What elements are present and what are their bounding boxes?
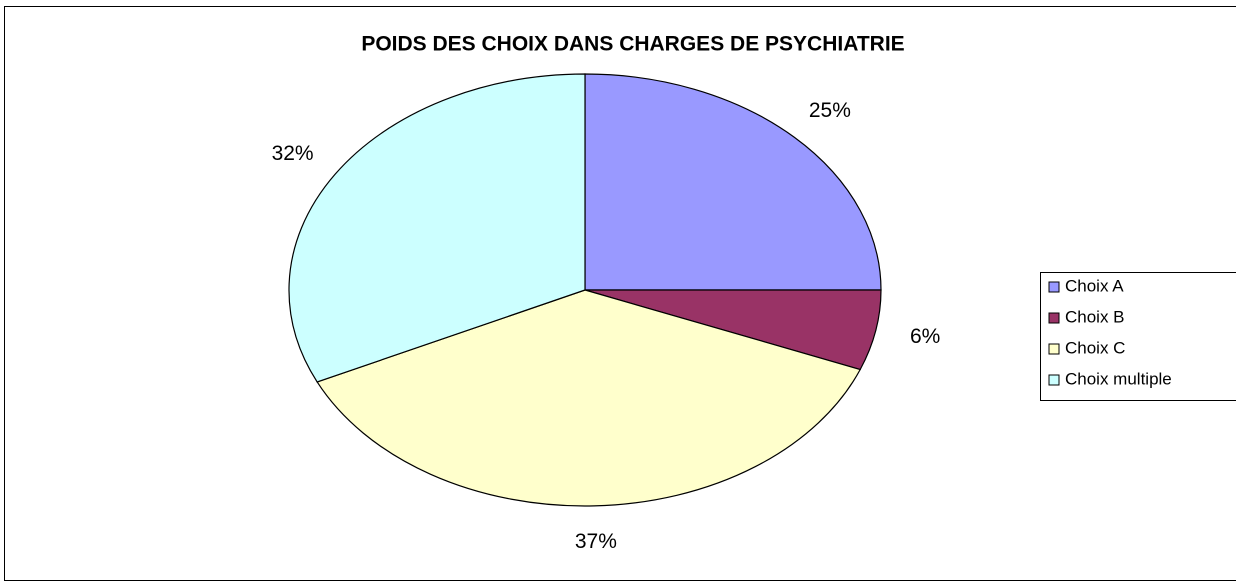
legend-swatch	[1048, 374, 1060, 386]
legend-box	[1040, 272, 1236, 401]
legend-swatch	[1048, 281, 1060, 293]
legend-swatch	[1048, 312, 1060, 324]
legend-label: Choix B	[1065, 307, 1125, 326]
legend-label: Choix A	[1065, 276, 1124, 295]
pie-slice	[584, 73, 882, 291]
data-label: 37%	[575, 530, 617, 553]
chart-title: POIDS DES CHOIX DANS CHARGES DE PSYCHIAT…	[361, 33, 904, 56]
legend-swatch	[1048, 343, 1060, 355]
data-label: 32%	[272, 142, 314, 165]
legend-label: Choix C	[1065, 338, 1125, 357]
pie-slice	[316, 289, 862, 507]
pie-slice	[288, 73, 586, 383]
legend-label: Choix multiple	[1065, 369, 1172, 388]
data-label: 25%	[809, 99, 851, 122]
data-label: 6%	[910, 325, 940, 348]
